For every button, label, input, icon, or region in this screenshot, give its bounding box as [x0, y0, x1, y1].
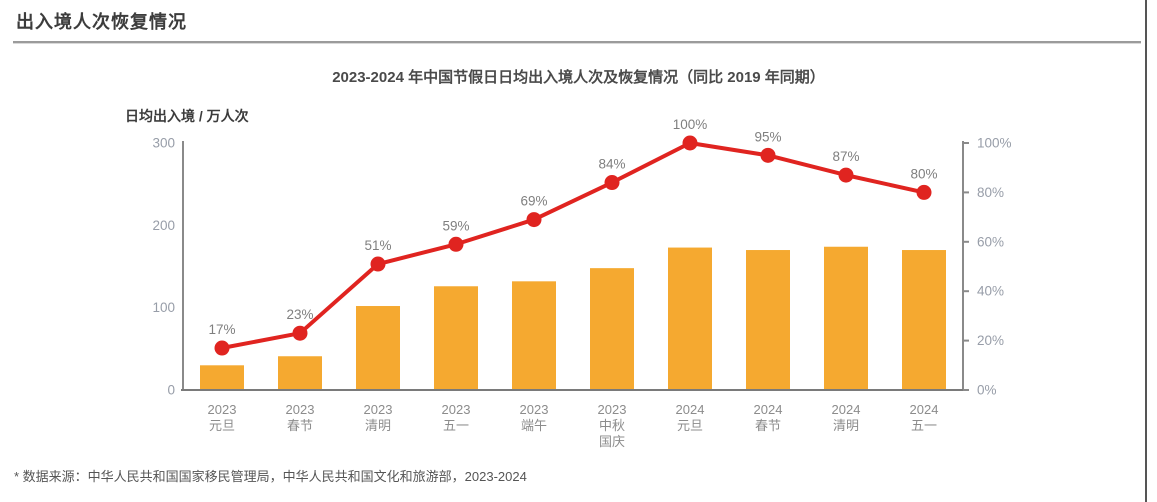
x-tick-label: 国庆 [599, 434, 625, 449]
x-tick-label: 2024 [910, 402, 939, 417]
header-divider [13, 41, 1141, 44]
x-tick-label: 清明 [365, 418, 391, 433]
x-tick-label: 春节 [755, 418, 781, 433]
x-tick-label: 2023 [598, 402, 627, 417]
x-tick-label: 五一 [911, 418, 937, 433]
y-right-tick-label: 20% [977, 333, 1004, 348]
bar [278, 356, 322, 390]
x-tick-label: 端午 [521, 418, 547, 433]
data-label: 69% [520, 194, 547, 209]
data-point [526, 212, 542, 228]
x-tick-label: 元旦 [209, 418, 235, 433]
bar [356, 306, 400, 390]
data-label: 17% [208, 322, 235, 337]
data-label: 23% [286, 307, 313, 322]
data-label: 87% [832, 149, 859, 164]
data-label: 100% [673, 117, 708, 132]
y-left-tick-label: 300 [152, 136, 175, 151]
y-right-tick-label: 0% [977, 383, 997, 398]
y-right-tick-label: 60% [977, 234, 1004, 249]
data-point [682, 135, 698, 151]
x-tick-label: 2023 [364, 402, 393, 417]
data-point [448, 236, 464, 252]
data-source-footnote: * 数据来源：中华人民共和国国家移民管理局，中华人民共和国文化和旅游部，2023… [14, 469, 527, 484]
data-label: 51% [364, 238, 391, 253]
data-point [370, 256, 386, 272]
data-point [838, 167, 854, 183]
bar [746, 250, 790, 390]
data-point [604, 175, 620, 191]
x-tick-label: 清明 [833, 418, 859, 433]
y-right-tick-label: 40% [977, 284, 1004, 299]
data-label: 59% [442, 218, 469, 233]
y-left-tick-label: 100 [152, 300, 175, 315]
data-point [214, 340, 230, 356]
data-point [760, 147, 776, 163]
bar [434, 286, 478, 390]
x-tick-label: 2024 [676, 402, 705, 417]
data-point [916, 184, 932, 200]
bar [902, 250, 946, 390]
x-tick-label: 2023 [442, 402, 471, 417]
bar [668, 247, 712, 390]
x-tick-label: 春节 [287, 418, 313, 433]
y-left-tick-label: 200 [152, 218, 175, 233]
data-point [292, 325, 308, 341]
x-tick-label: 元旦 [677, 418, 703, 433]
page-right-border [1145, 0, 1147, 502]
x-tick-label: 2023 [286, 402, 315, 417]
x-tick-label: 2024 [832, 402, 861, 417]
bar [200, 365, 244, 390]
bar [512, 281, 556, 390]
data-label: 84% [598, 157, 625, 172]
y-right-tick-label: 80% [977, 185, 1004, 200]
chart-title: 2023-2024 年中国节假日日均出入境人次及恢复情况（同比 2019 年同期… [332, 69, 825, 86]
x-tick-label: 中秋 [599, 418, 625, 433]
x-tick-label: 2023 [520, 402, 549, 417]
data-label: 95% [754, 129, 781, 144]
y-axis-unit-label: 日均出入境 / 万人次 [125, 108, 249, 124]
page-title: 出入境人次恢复情况 [16, 12, 187, 32]
x-tick-label: 2023 [208, 402, 237, 417]
y-left-tick-label: 0 [167, 383, 175, 398]
recovery-line [220, 141, 926, 351]
x-tick-label: 2024 [754, 402, 783, 417]
bar [824, 246, 868, 390]
data-label: 80% [910, 166, 937, 181]
y-right-tick-label: 100% [977, 136, 1012, 151]
x-tick-label: 五一 [443, 418, 469, 433]
bar [590, 268, 634, 390]
